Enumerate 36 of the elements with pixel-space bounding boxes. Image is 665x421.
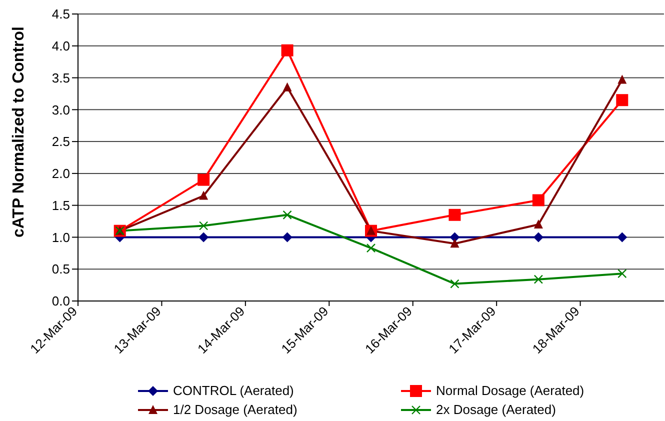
point [534, 274, 544, 284]
point [618, 268, 627, 278]
point [281, 44, 294, 56]
point [450, 232, 460, 242]
point [282, 82, 292, 92]
y-tick-label: 3.5 [52, 70, 70, 86]
y-tick-label: 2.5 [52, 134, 70, 150]
point [198, 232, 209, 242]
legend-label: CONTROL (Aerated) [173, 383, 294, 398]
y-tick-label: 1.0 [52, 230, 70, 245]
point [198, 174, 210, 186]
point [450, 238, 460, 248]
y-tick-label: 4.5 [52, 6, 70, 22]
y-tick-label: 0.0 [52, 294, 70, 309]
legend-label: 2x Dosage (Aerated) [436, 402, 556, 417]
point [198, 221, 208, 230]
y-tick-label: 2.0 [52, 166, 70, 182]
point [617, 232, 628, 242]
point [282, 210, 292, 220]
point [616, 94, 628, 106]
point [533, 232, 544, 242]
y-tick-label: 1.5 [52, 198, 70, 213]
point [366, 243, 376, 253]
legend-label: 1/2 Dosage (Aerated) [173, 402, 298, 417]
point [448, 208, 461, 221]
point [450, 279, 460, 288]
point [282, 232, 292, 242]
point [618, 74, 627, 84]
legend-label: Normal Dosage (Aerated) [436, 383, 584, 398]
y-tick-label: 3.0 [52, 102, 70, 118]
point [532, 194, 544, 206]
y-tick-label: 4.0 [52, 38, 70, 54]
y-axis-title: cATP Normalized to Control [10, 26, 28, 238]
point [534, 219, 543, 228]
point [199, 190, 208, 200]
y-tick-label: 0.5 [52, 262, 70, 277]
